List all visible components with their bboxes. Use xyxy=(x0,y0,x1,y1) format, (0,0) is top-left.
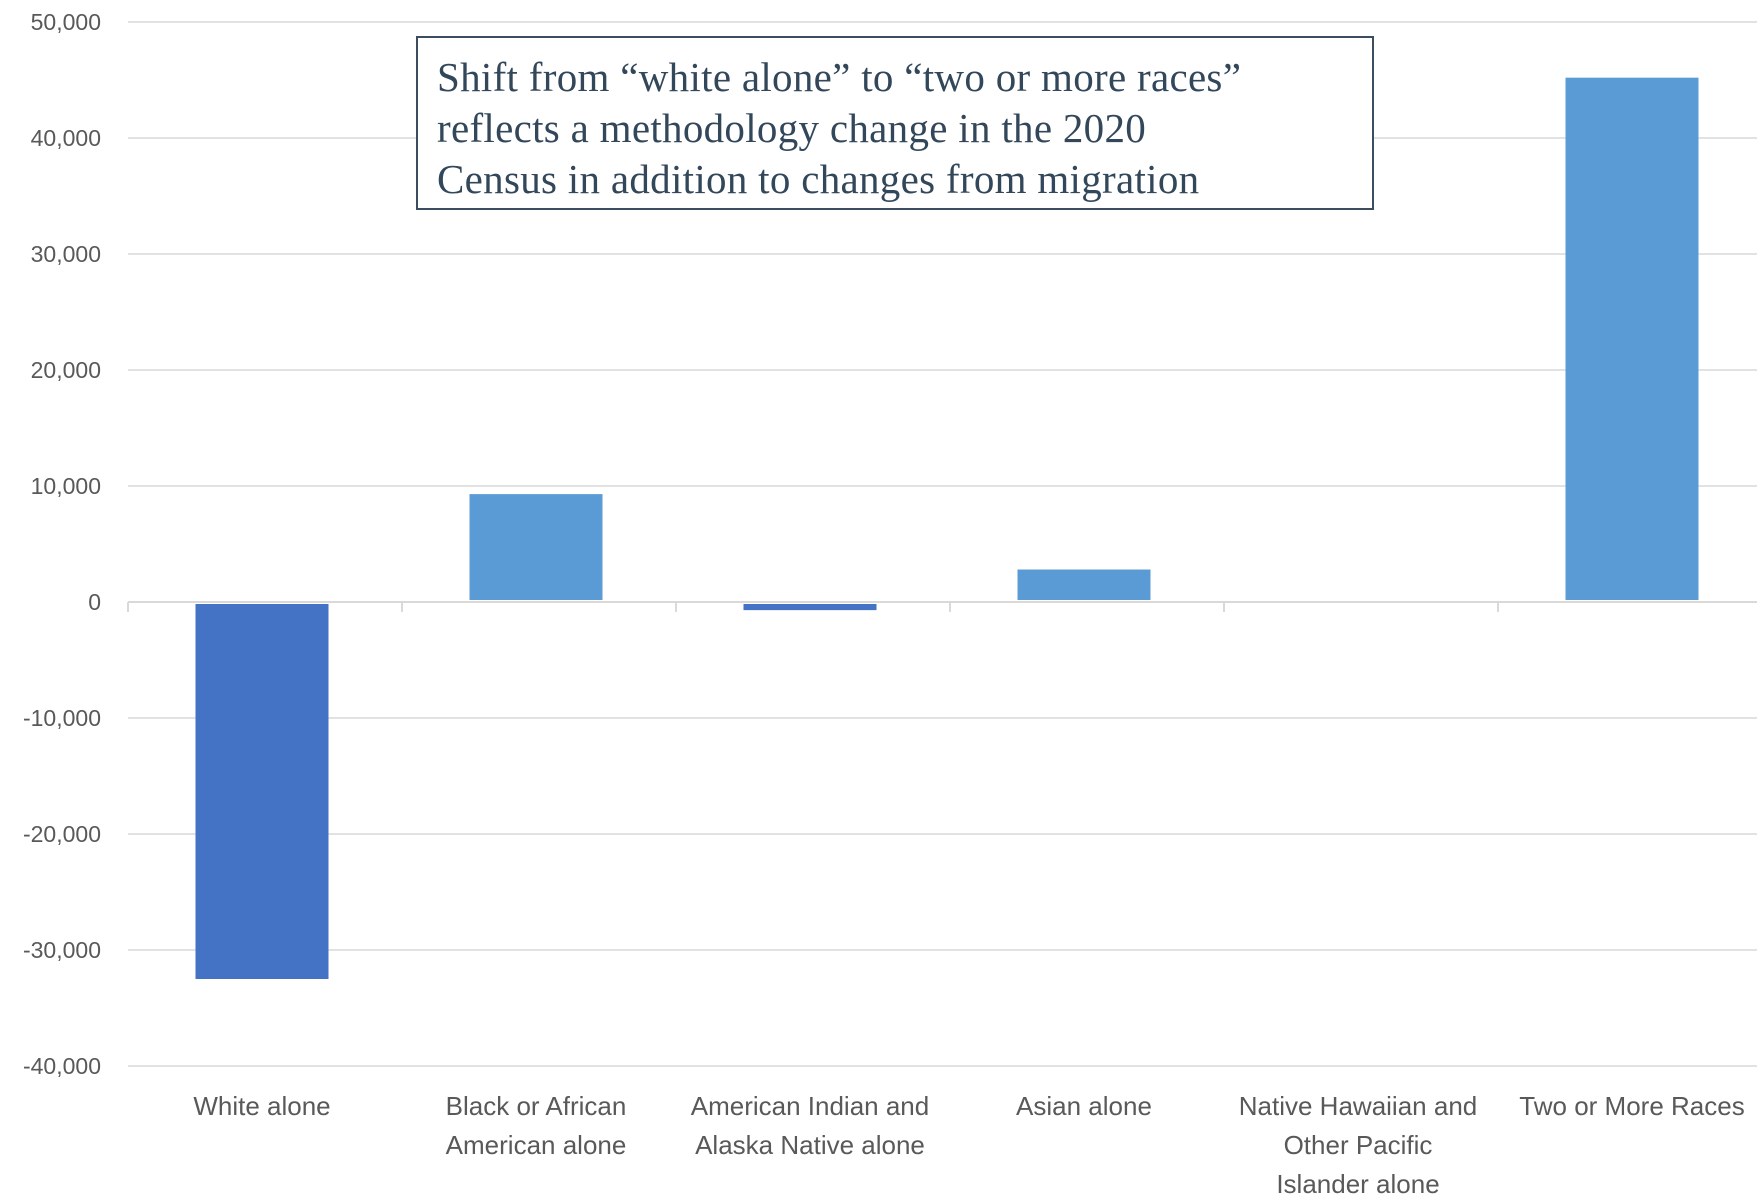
y-tick-label: -20,000 xyxy=(23,821,101,847)
gridlines xyxy=(128,21,1757,1067)
x-category-label: Islander alone xyxy=(1276,1169,1439,1196)
x-category-label: White alone xyxy=(193,1091,330,1121)
bar xyxy=(469,494,603,600)
y-tick-label: -40,000 xyxy=(23,1053,101,1079)
x-category-label: Native Hawaiian and xyxy=(1239,1091,1477,1121)
x-axis-category-labels: White alone Black or African American alon… xyxy=(193,1091,1744,1199)
x-category-label: Two or More Races xyxy=(1519,1091,1744,1121)
y-tick-label: -10,000 xyxy=(23,705,101,731)
x-category-label: American Indian and xyxy=(691,1091,929,1121)
bars xyxy=(195,77,1699,979)
x-category-label: Other Pacific xyxy=(1284,1130,1433,1160)
x-axis xyxy=(127,601,1757,612)
y-tick-label: 30,000 xyxy=(31,241,101,267)
annotation-line: Shift from “white alone” to “two or more… xyxy=(437,54,1242,100)
bar xyxy=(743,604,877,611)
y-tick-label: -30,000 xyxy=(23,937,101,963)
x-category-label: Alaska Native alone xyxy=(695,1130,925,1160)
y-tick-label: 0 xyxy=(88,589,101,615)
y-tick-label: 20,000 xyxy=(31,357,101,383)
y-tick-label: 10,000 xyxy=(31,473,101,499)
annotation-line: Census in addition to changes from migra… xyxy=(437,156,1200,202)
y-tick-label: 50,000 xyxy=(31,9,101,35)
x-category-label: Black or African xyxy=(446,1091,627,1121)
y-tick-label: 40,000 xyxy=(31,125,101,151)
x-category-label: Asian alone xyxy=(1016,1091,1152,1121)
bar xyxy=(1017,569,1151,600)
bar xyxy=(195,604,329,979)
annotation-box: Shift from “white alone” to “two or more… xyxy=(416,36,1374,210)
annotation-line: reflects a methodology change in the 202… xyxy=(437,105,1147,151)
x-category-label: American alone xyxy=(446,1130,627,1160)
bar xyxy=(1565,77,1699,601)
y-axis-tick-labels: 50,000 40,000 30,000 20,000 10,000 0 -10,000 -2… xyxy=(23,9,101,1079)
